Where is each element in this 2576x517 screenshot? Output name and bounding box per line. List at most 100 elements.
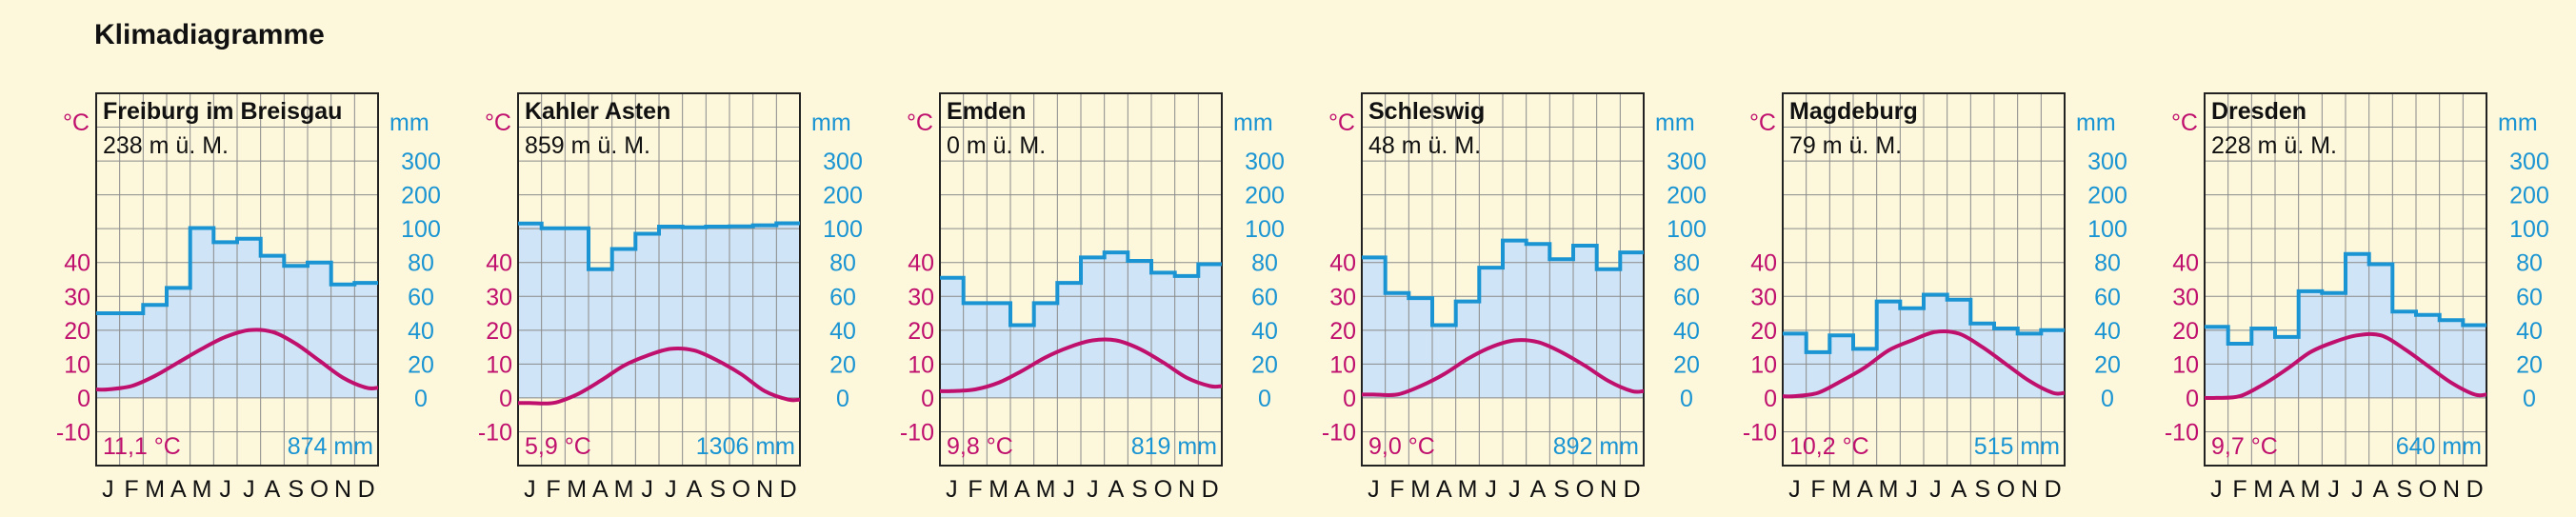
temperature-tick: 10 [908, 351, 934, 378]
annual-temperature: 9,8 °C [947, 433, 1013, 460]
precipitation-tick: 300 [1667, 149, 1707, 175]
annual-precipitation: 515 mm [1974, 433, 2060, 460]
precipitation-tick: 0 [414, 386, 428, 412]
temperature-tick: 10 [2172, 351, 2199, 378]
plot-frame [1782, 92, 2066, 467]
month-label: D [780, 476, 797, 503]
precipitation-tick: 100 [1245, 216, 1285, 243]
month-label: J [2210, 476, 2223, 503]
temperature-line [1361, 338, 1645, 398]
month-label: S [2396, 476, 2412, 503]
month-label: S [1553, 476, 1569, 503]
precipitation-line [940, 250, 1222, 328]
temperature-tick: 40 [908, 250, 934, 277]
precipitation-tick: 40 [408, 318, 434, 345]
temperature-tick: 10 [486, 351, 512, 378]
precipitation-tick: 20 [829, 351, 856, 378]
month-label: A [1530, 476, 1547, 503]
precipitation-tick: 0 [2523, 386, 2536, 412]
precipitation-tick: 200 [2509, 183, 2549, 209]
precipitation-tick: 60 [829, 284, 856, 310]
month-label: F [1810, 476, 1825, 503]
precipitation-tick: 300 [2087, 149, 2127, 175]
annual-precipitation: 874 mm [288, 433, 373, 460]
precipitation-tick: 80 [1251, 250, 1278, 277]
precipitation-tick: 200 [401, 183, 441, 209]
station-elevation: 48 m ü. M. [1368, 132, 1481, 159]
temperature-tick: 30 [64, 284, 90, 310]
precipitation-tick: 0 [1680, 386, 1693, 412]
station-name: Schleswig [1368, 98, 1485, 125]
annual-precipitation: 1306 mm [696, 433, 795, 460]
month-label: J [1485, 476, 1497, 503]
temperature-tick: 20 [908, 318, 934, 345]
month-label: J [1788, 476, 1801, 503]
annual-temperature: 5,9 °C [525, 433, 591, 460]
temperature-tick: 30 [486, 284, 512, 310]
month-label: M [2253, 476, 2273, 503]
temperature-tick: -10 [1743, 419, 1777, 446]
precipitation-tick: 60 [1251, 284, 1278, 310]
month-label: J [641, 476, 653, 503]
precipitation-tick: 20 [1673, 351, 1700, 378]
plot-frame [1361, 92, 1645, 467]
climate-chart-4: Schleswig 48 m ü. M. 9,0 °C 892 mm °C mm 40 30 2… [1322, 92, 1707, 503]
temperature-tick: 30 [1329, 284, 1356, 310]
temperature-tick: 40 [64, 250, 90, 277]
temperature-tick: 10 [1750, 351, 1777, 378]
station-name: Dresden [2211, 98, 2306, 125]
month-label: J [524, 476, 536, 503]
temperature-unit: °C [63, 109, 90, 136]
annual-temperature: 11,1 °C [103, 433, 181, 460]
precipitation-tick: 200 [823, 183, 863, 209]
temperature-tick: 20 [64, 318, 90, 345]
month-label: J [1087, 476, 1099, 503]
precipitation-tick: 200 [1667, 183, 1707, 209]
temperature-tick: 0 [1764, 386, 1777, 412]
precipitation-tick: 40 [2516, 318, 2543, 345]
month-label: F [968, 476, 982, 503]
temperature-tick: 30 [1750, 284, 1777, 310]
month-label: S [1974, 476, 1990, 503]
month-label: A [592, 476, 609, 503]
month-label: M [1831, 476, 1851, 503]
month-label: D [1624, 476, 1641, 503]
station-elevation: 0 m ü. M. [947, 132, 1046, 159]
temperature-tick: -10 [1322, 419, 1356, 446]
month-label: A [1108, 476, 1125, 503]
precipitation-tick: 0 [2101, 386, 2114, 412]
month-label: O [732, 476, 750, 503]
temperature-line [1782, 328, 2066, 399]
temperature-tick: 40 [2172, 250, 2199, 277]
month-label: M [1410, 476, 1430, 503]
month-label: A [170, 476, 187, 503]
month-label: N [334, 476, 351, 503]
temperature-tick: -10 [900, 419, 934, 446]
month-label: M [567, 476, 587, 503]
month-label: N [1600, 476, 1617, 503]
plot-frame [95, 92, 379, 467]
precipitation-tick: 40 [1251, 318, 1278, 345]
precipitation-line [1783, 292, 2065, 354]
precipitation-tick: 60 [2094, 284, 2121, 310]
precipitation-tick: 20 [1251, 351, 1278, 378]
station-name: Magdeburg [1789, 98, 1918, 125]
precipitation-tick: 60 [2516, 284, 2543, 310]
station-name: Emden [947, 98, 1026, 125]
annual-temperature: 9,7 °C [2211, 433, 2278, 460]
month-label: O [2419, 476, 2437, 503]
precipitation-tick: 100 [2087, 216, 2127, 243]
month-label: N [1178, 476, 1195, 503]
temperature-tick: 0 [921, 386, 934, 412]
month-label: S [288, 476, 304, 503]
precipitation-tick: 300 [823, 149, 863, 175]
precipitation-line [518, 221, 800, 271]
temperature-tick: 0 [2186, 386, 2199, 412]
temperature-line [95, 328, 379, 392]
month-label: M [1879, 476, 1899, 503]
temperature-tick: 10 [64, 351, 90, 378]
month-label: J [665, 476, 677, 503]
temperature-tick: 30 [2172, 284, 2199, 310]
